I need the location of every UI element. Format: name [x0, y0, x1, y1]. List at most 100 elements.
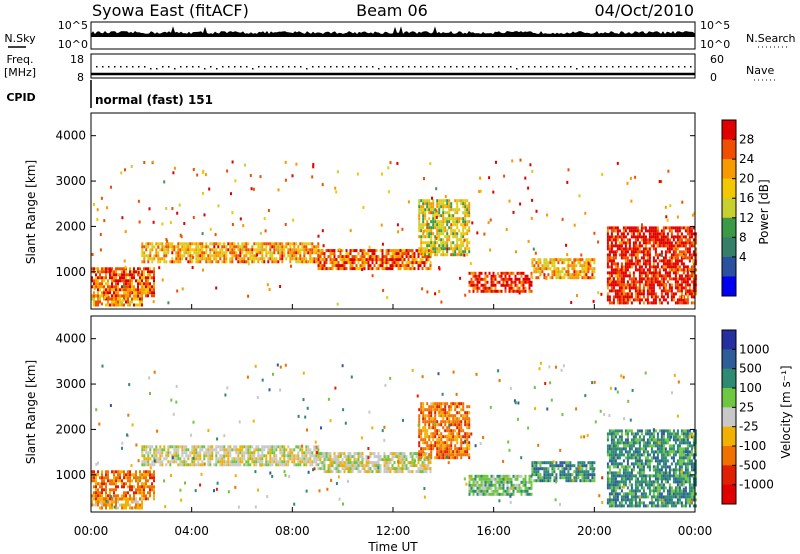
cell-band-2	[233, 448, 236, 452]
cell-band-4	[450, 438, 453, 442]
cell-band-7	[624, 259, 627, 263]
cell-band-4	[448, 444, 451, 448]
cell-band-4	[464, 447, 467, 451]
cell-band-7	[612, 301, 615, 305]
cell-band-7	[626, 292, 629, 296]
cell-band-2	[309, 251, 312, 255]
cell-band-7	[628, 286, 631, 290]
cell-band-5	[476, 283, 479, 287]
cell-band-7	[610, 435, 613, 439]
cell-band-2	[303, 460, 306, 464]
cell-band-2	[249, 248, 252, 252]
cell-band-3	[393, 470, 396, 474]
nave-dot	[414, 66, 416, 68]
cell-band-2	[285, 460, 288, 464]
cell-band-5	[504, 480, 507, 484]
cell-band-3	[365, 461, 368, 465]
cell-noise	[178, 203, 181, 207]
cell-band-5	[470, 477, 473, 481]
cell-band-3	[357, 261, 360, 265]
cell-band-2	[215, 254, 218, 258]
cell-band-2	[145, 445, 148, 449]
cell-band-2	[239, 260, 242, 264]
cell-band-1	[101, 506, 103, 510]
cell-band-3	[377, 461, 380, 465]
cell-band-7	[652, 262, 655, 266]
cell-band-1	[135, 303, 137, 307]
cell-band-7	[630, 226, 633, 230]
cell-band-5	[514, 280, 517, 284]
cell-noise	[529, 163, 532, 167]
cell-band-7	[668, 283, 671, 287]
cell-band-7	[662, 229, 665, 233]
cell-band-7	[614, 265, 617, 269]
cell-band-6	[581, 258, 584, 262]
cell-band-4	[444, 435, 447, 439]
cell-band-3	[399, 455, 402, 459]
cell-band-4	[438, 220, 441, 224]
cell-band-4	[420, 223, 423, 227]
cell-band-0	[105, 270, 107, 274]
cell-band-4	[466, 435, 469, 439]
cell-band-2	[285, 242, 288, 246]
cell-band-2	[287, 460, 290, 464]
cell-band-4	[430, 435, 433, 439]
cell-band-2	[209, 448, 212, 452]
cell-band-2	[309, 451, 312, 455]
cell-band-0	[131, 288, 133, 292]
cell-band-2	[259, 245, 262, 249]
power-y-axis-label: Slant Range [km]	[24, 160, 38, 264]
cell-band-4	[426, 202, 429, 206]
cell-band-4	[438, 199, 441, 203]
cell-band-0	[95, 488, 97, 492]
cell-band-3	[429, 461, 432, 465]
cell-noise	[476, 231, 479, 235]
cell-band-2	[205, 451, 208, 455]
cell-band-7	[606, 480, 609, 484]
cell-band-7	[626, 232, 629, 236]
cell-band-5	[474, 286, 477, 290]
cell-band-2	[199, 463, 202, 467]
cell-band-6	[537, 470, 540, 474]
cell-band-2	[253, 248, 256, 252]
cell-band-3	[417, 461, 420, 465]
cell-band-2	[225, 460, 228, 464]
cell-band-2	[189, 260, 192, 264]
cell-band-7	[634, 283, 637, 287]
cell-band-2	[247, 257, 250, 261]
cell-band-2	[201, 463, 204, 467]
cell-band-5	[514, 274, 517, 278]
cell-band-2	[261, 248, 264, 252]
cell-band-4	[444, 450, 447, 454]
cell-band-2	[281, 254, 284, 258]
cell-band-2	[247, 448, 250, 452]
cell-band-6	[571, 276, 574, 280]
cell-band-2	[205, 448, 208, 452]
cell-band-4	[442, 444, 445, 448]
cell-band-2	[173, 451, 176, 455]
cell-band-6	[551, 276, 554, 280]
cell-band-3	[317, 264, 320, 268]
cell-band-4	[448, 450, 451, 454]
cell-band-2	[161, 448, 164, 452]
cell-band-2	[175, 448, 178, 452]
cell-band-1	[115, 497, 117, 501]
nave-dot	[174, 68, 176, 70]
cell-band-7	[620, 253, 623, 257]
cell-band-7	[614, 495, 617, 499]
cell-band-5	[478, 277, 481, 281]
cell-band-4	[434, 241, 437, 245]
cell-band-4	[460, 423, 463, 427]
cell-band-7	[624, 274, 627, 278]
cell-band-6	[537, 479, 540, 483]
cell-band-6	[587, 470, 590, 474]
cell-band-7	[612, 268, 615, 272]
cell-band-6	[585, 267, 588, 271]
cell-band-7	[654, 253, 657, 257]
cell-band-6	[565, 258, 568, 262]
cell-band-3	[345, 458, 348, 462]
cell-noise	[120, 171, 123, 175]
cell-band-0	[151, 270, 153, 274]
cell-band-6	[531, 258, 534, 262]
cell-band-0	[111, 276, 113, 280]
